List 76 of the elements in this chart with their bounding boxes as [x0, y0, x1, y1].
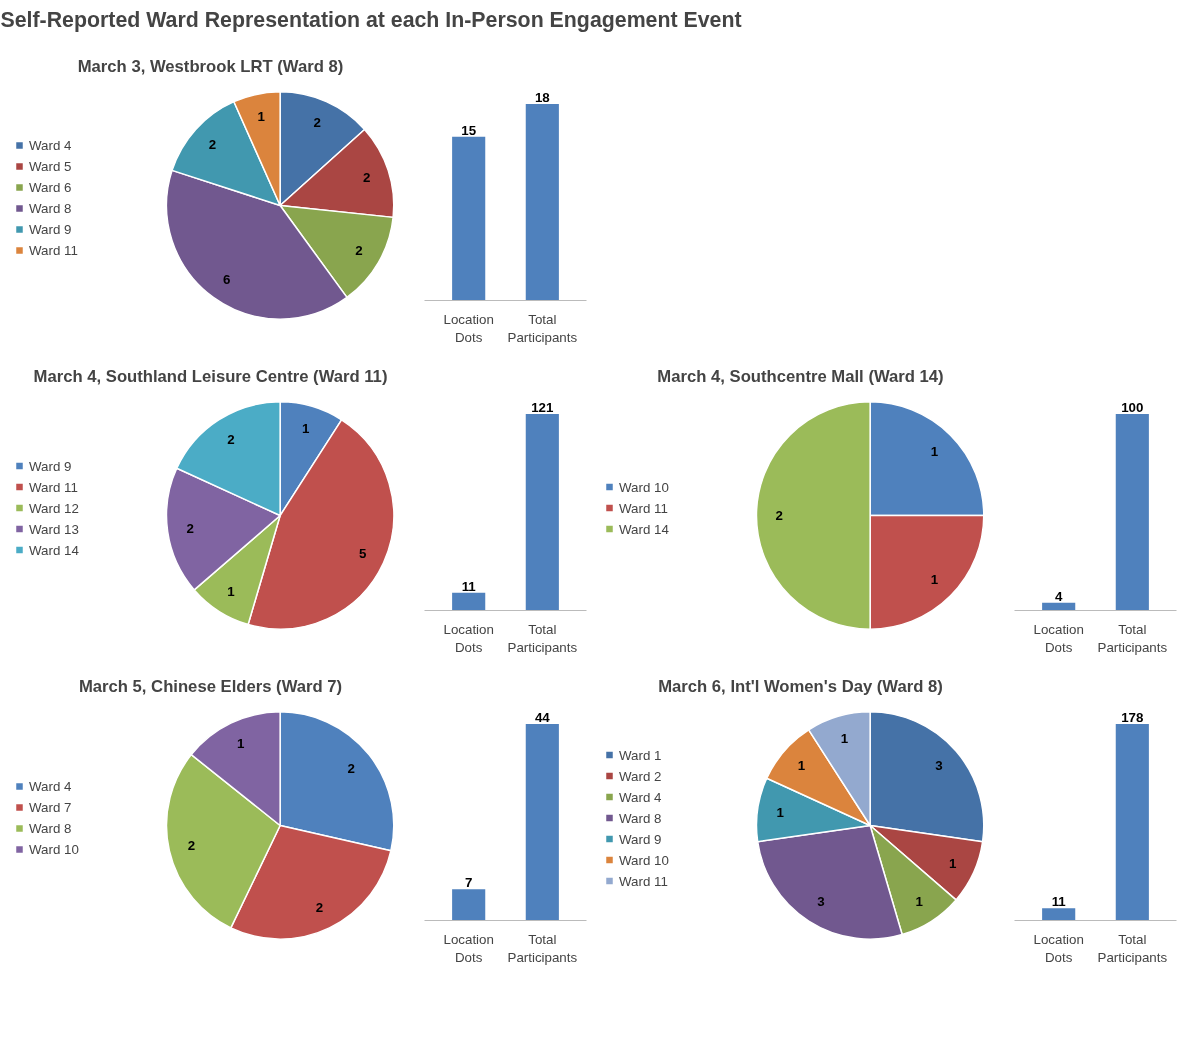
x-tick-label: Total Participants	[1097, 931, 1168, 965]
legend-label: Ward 14	[29, 542, 79, 558]
x-tick-label: Location Dots	[443, 311, 494, 345]
legend-label: Ward 14	[619, 521, 669, 537]
x-tick-label: Location Dots	[1033, 931, 1084, 965]
data-label: 121	[531, 400, 555, 416]
data-label: 1	[302, 420, 311, 436]
data-label: 2	[313, 114, 321, 130]
legend-label: Ward 10	[619, 479, 669, 495]
data-label: 1	[236, 736, 245, 752]
data-label: 11	[461, 578, 477, 594]
chart-title: March 3, Westbrook LRT (Ward 8)	[77, 56, 344, 76]
x-tick-label: Location Dots	[443, 621, 494, 655]
x-tick-label: Total Participants	[507, 931, 578, 965]
data-label: 6	[223, 271, 231, 287]
data-label: 18	[534, 90, 550, 106]
legend-label: Ward 10	[29, 841, 79, 857]
data-label: 5	[359, 545, 368, 561]
legend-label: Ward 9	[29, 458, 72, 474]
data-label: 2	[315, 899, 324, 915]
legend-label: Ward 11	[29, 479, 78, 495]
chart-title: March 4, Southland Leisure Centre (Ward 11)	[33, 366, 388, 386]
legend-label: Ward 10	[619, 852, 669, 868]
data-label: 2	[186, 520, 194, 536]
data-label: 15	[461, 122, 477, 138]
legend-label: Ward 4	[29, 778, 72, 794]
data-label: 11	[1051, 894, 1067, 910]
legend-label: Ward 6	[29, 179, 72, 195]
legend-label: Ward 8	[29, 200, 72, 216]
chart-title: March 5, Chinese Elders (Ward 7)	[78, 676, 343, 696]
data-label: 1	[776, 805, 785, 821]
legend-label: Ward 11	[29, 242, 78, 258]
x-tick-label: Total Participants	[1097, 621, 1168, 655]
legend-label: Ward 4	[29, 137, 72, 153]
legend-label: Ward 5	[29, 158, 72, 174]
text: Self-Reported Ward Representation at each In-Person Engagement Event	[0, 7, 742, 32]
data-label: 1	[915, 894, 924, 910]
legend-label: Ward 8	[29, 820, 72, 836]
data-label: 44	[534, 710, 551, 726]
data-label: 2	[208, 137, 217, 153]
data-label: 1	[227, 584, 236, 600]
data-label: 1	[949, 855, 958, 871]
legend-label: Ward 2	[619, 768, 662, 784]
data-label: 1	[840, 730, 849, 746]
data-label: 1	[257, 109, 266, 125]
data-label: 178	[1121, 710, 1144, 726]
legend-label: Ward 4	[619, 789, 662, 805]
data-label: 2	[355, 243, 363, 259]
chart-title: March 6, Int'l Women's Day (Ward 8)	[658, 676, 943, 696]
data-label: 7	[464, 875, 473, 891]
data-label: 2	[187, 838, 196, 854]
legend-label: Ward 9	[619, 831, 662, 847]
legend-label: Ward 7	[29, 799, 72, 815]
legend-label: Ward 8	[619, 810, 662, 826]
legend-label: Ward 13	[29, 521, 79, 537]
x-tick-label: Location Dots	[1033, 621, 1084, 655]
data-label: 4	[1054, 588, 1063, 604]
x-tick-label: Total Participants	[507, 311, 578, 345]
data-label: 2	[775, 508, 783, 523]
data-label: 1	[797, 758, 806, 774]
x-tick-label: Location Dots	[443, 931, 494, 965]
legend-label: Ward 12	[29, 500, 79, 516]
legend-label: Ward 9	[29, 221, 72, 237]
data-label: 3	[817, 894, 825, 910]
data-label: 2	[362, 169, 371, 185]
data-label: 2	[347, 761, 355, 777]
data-label: 2	[227, 431, 235, 447]
data-label: 100	[1121, 400, 1144, 416]
legend-label: Ward 1	[619, 747, 662, 763]
data-label: 1	[930, 572, 939, 588]
legend-label: Ward 11	[619, 873, 668, 889]
chart-title: March 4, Southcentre Mall (Ward 14)	[657, 366, 944, 386]
data-label: 3	[935, 758, 943, 774]
data-label: 1	[930, 443, 939, 459]
x-tick-label: Total Participants	[507, 621, 578, 655]
legend-label: Ward 11	[619, 500, 668, 516]
